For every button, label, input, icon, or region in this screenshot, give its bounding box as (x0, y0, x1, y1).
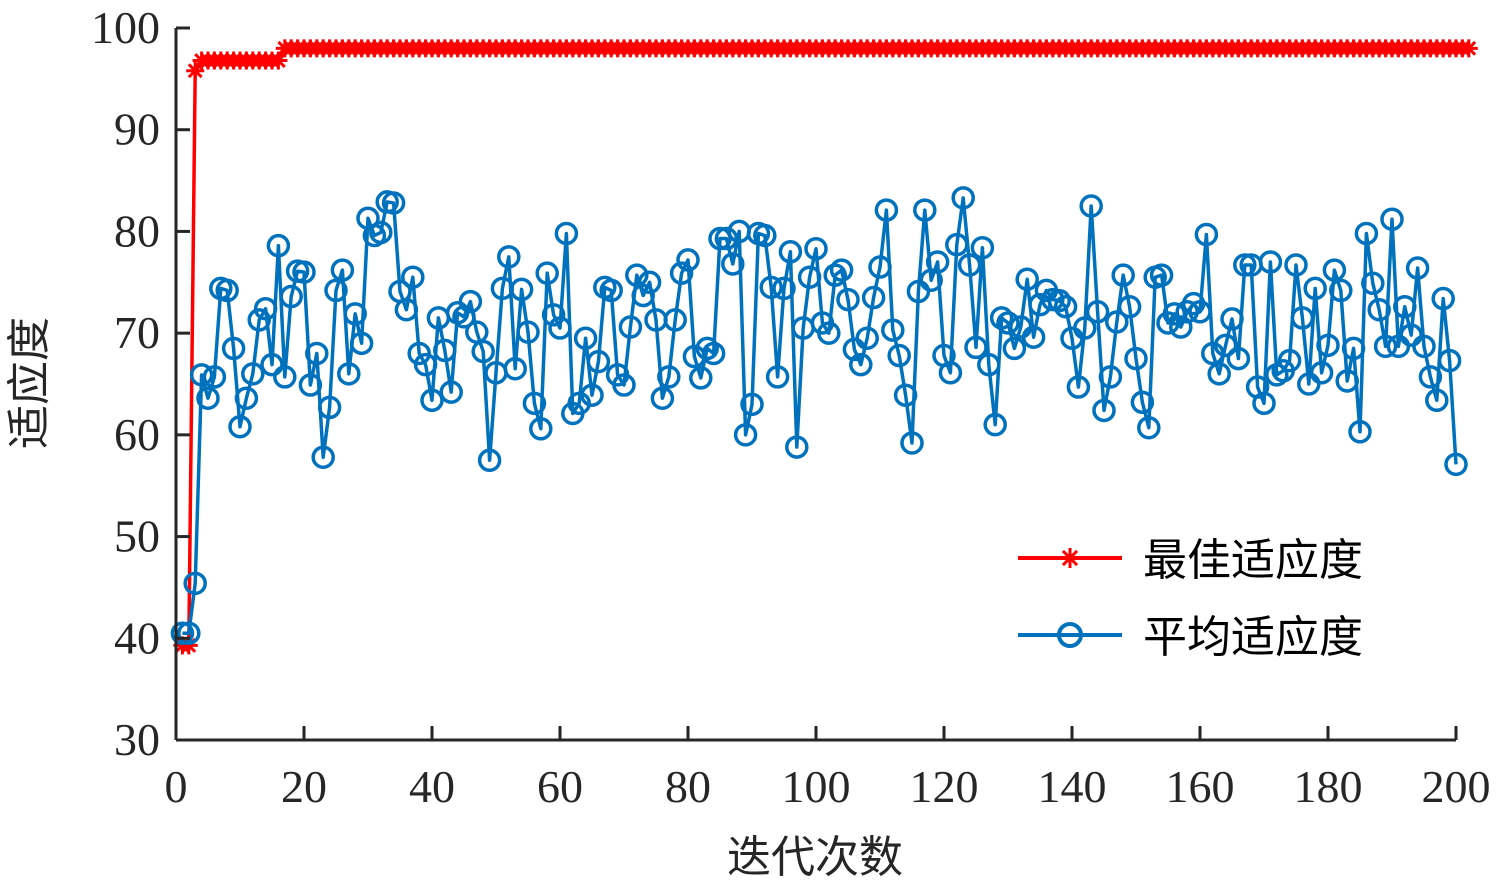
y-tick-label: 80 (114, 205, 160, 256)
y-tick-label: 60 (114, 409, 160, 460)
y-tick-label: 100 (91, 2, 160, 53)
axes: 30 40 50 60 70 80 90 100 0 20 40 60 80 100 120 140 160 18… (91, 2, 1491, 812)
x-tick-label: 200 (1422, 761, 1491, 812)
y-tick-label: 90 (114, 104, 160, 155)
series-best-fitness (173, 39, 1478, 655)
circle-marker-icon (1057, 622, 1083, 648)
legend-avg-label: 平均适应度 (1143, 612, 1363, 663)
y-tick-label: 50 (114, 511, 160, 562)
x-tick-label: 80 (665, 761, 711, 812)
x-axis-label: 迭代次数 (727, 832, 903, 883)
x-tick-label: 100 (782, 761, 851, 812)
x-tick-label: 140 (1038, 761, 1107, 812)
y-tick-label: 30 (114, 714, 160, 765)
x-tick-label: 60 (537, 761, 583, 812)
y-axis-label: 适应度 (4, 317, 55, 449)
x-tick-label: 180 (1294, 761, 1363, 812)
y-tick-label: 70 (114, 307, 160, 358)
legend: 最佳适应度 平均适应度 (1018, 535, 1363, 663)
x-tick-label: 20 (281, 761, 327, 812)
x-tick-label: 0 (165, 761, 188, 812)
y-tick-label: 40 (114, 612, 160, 663)
x-tick-label: 40 (409, 761, 455, 812)
plot-area (170, 39, 1478, 655)
x-tick-label: 160 (1166, 761, 1235, 812)
x-tick-label: 120 (910, 761, 979, 812)
asterisk-marker-icon (1060, 548, 1080, 568)
legend-best-label: 最佳适应度 (1143, 535, 1363, 586)
series-average-fitness (170, 186, 1468, 645)
